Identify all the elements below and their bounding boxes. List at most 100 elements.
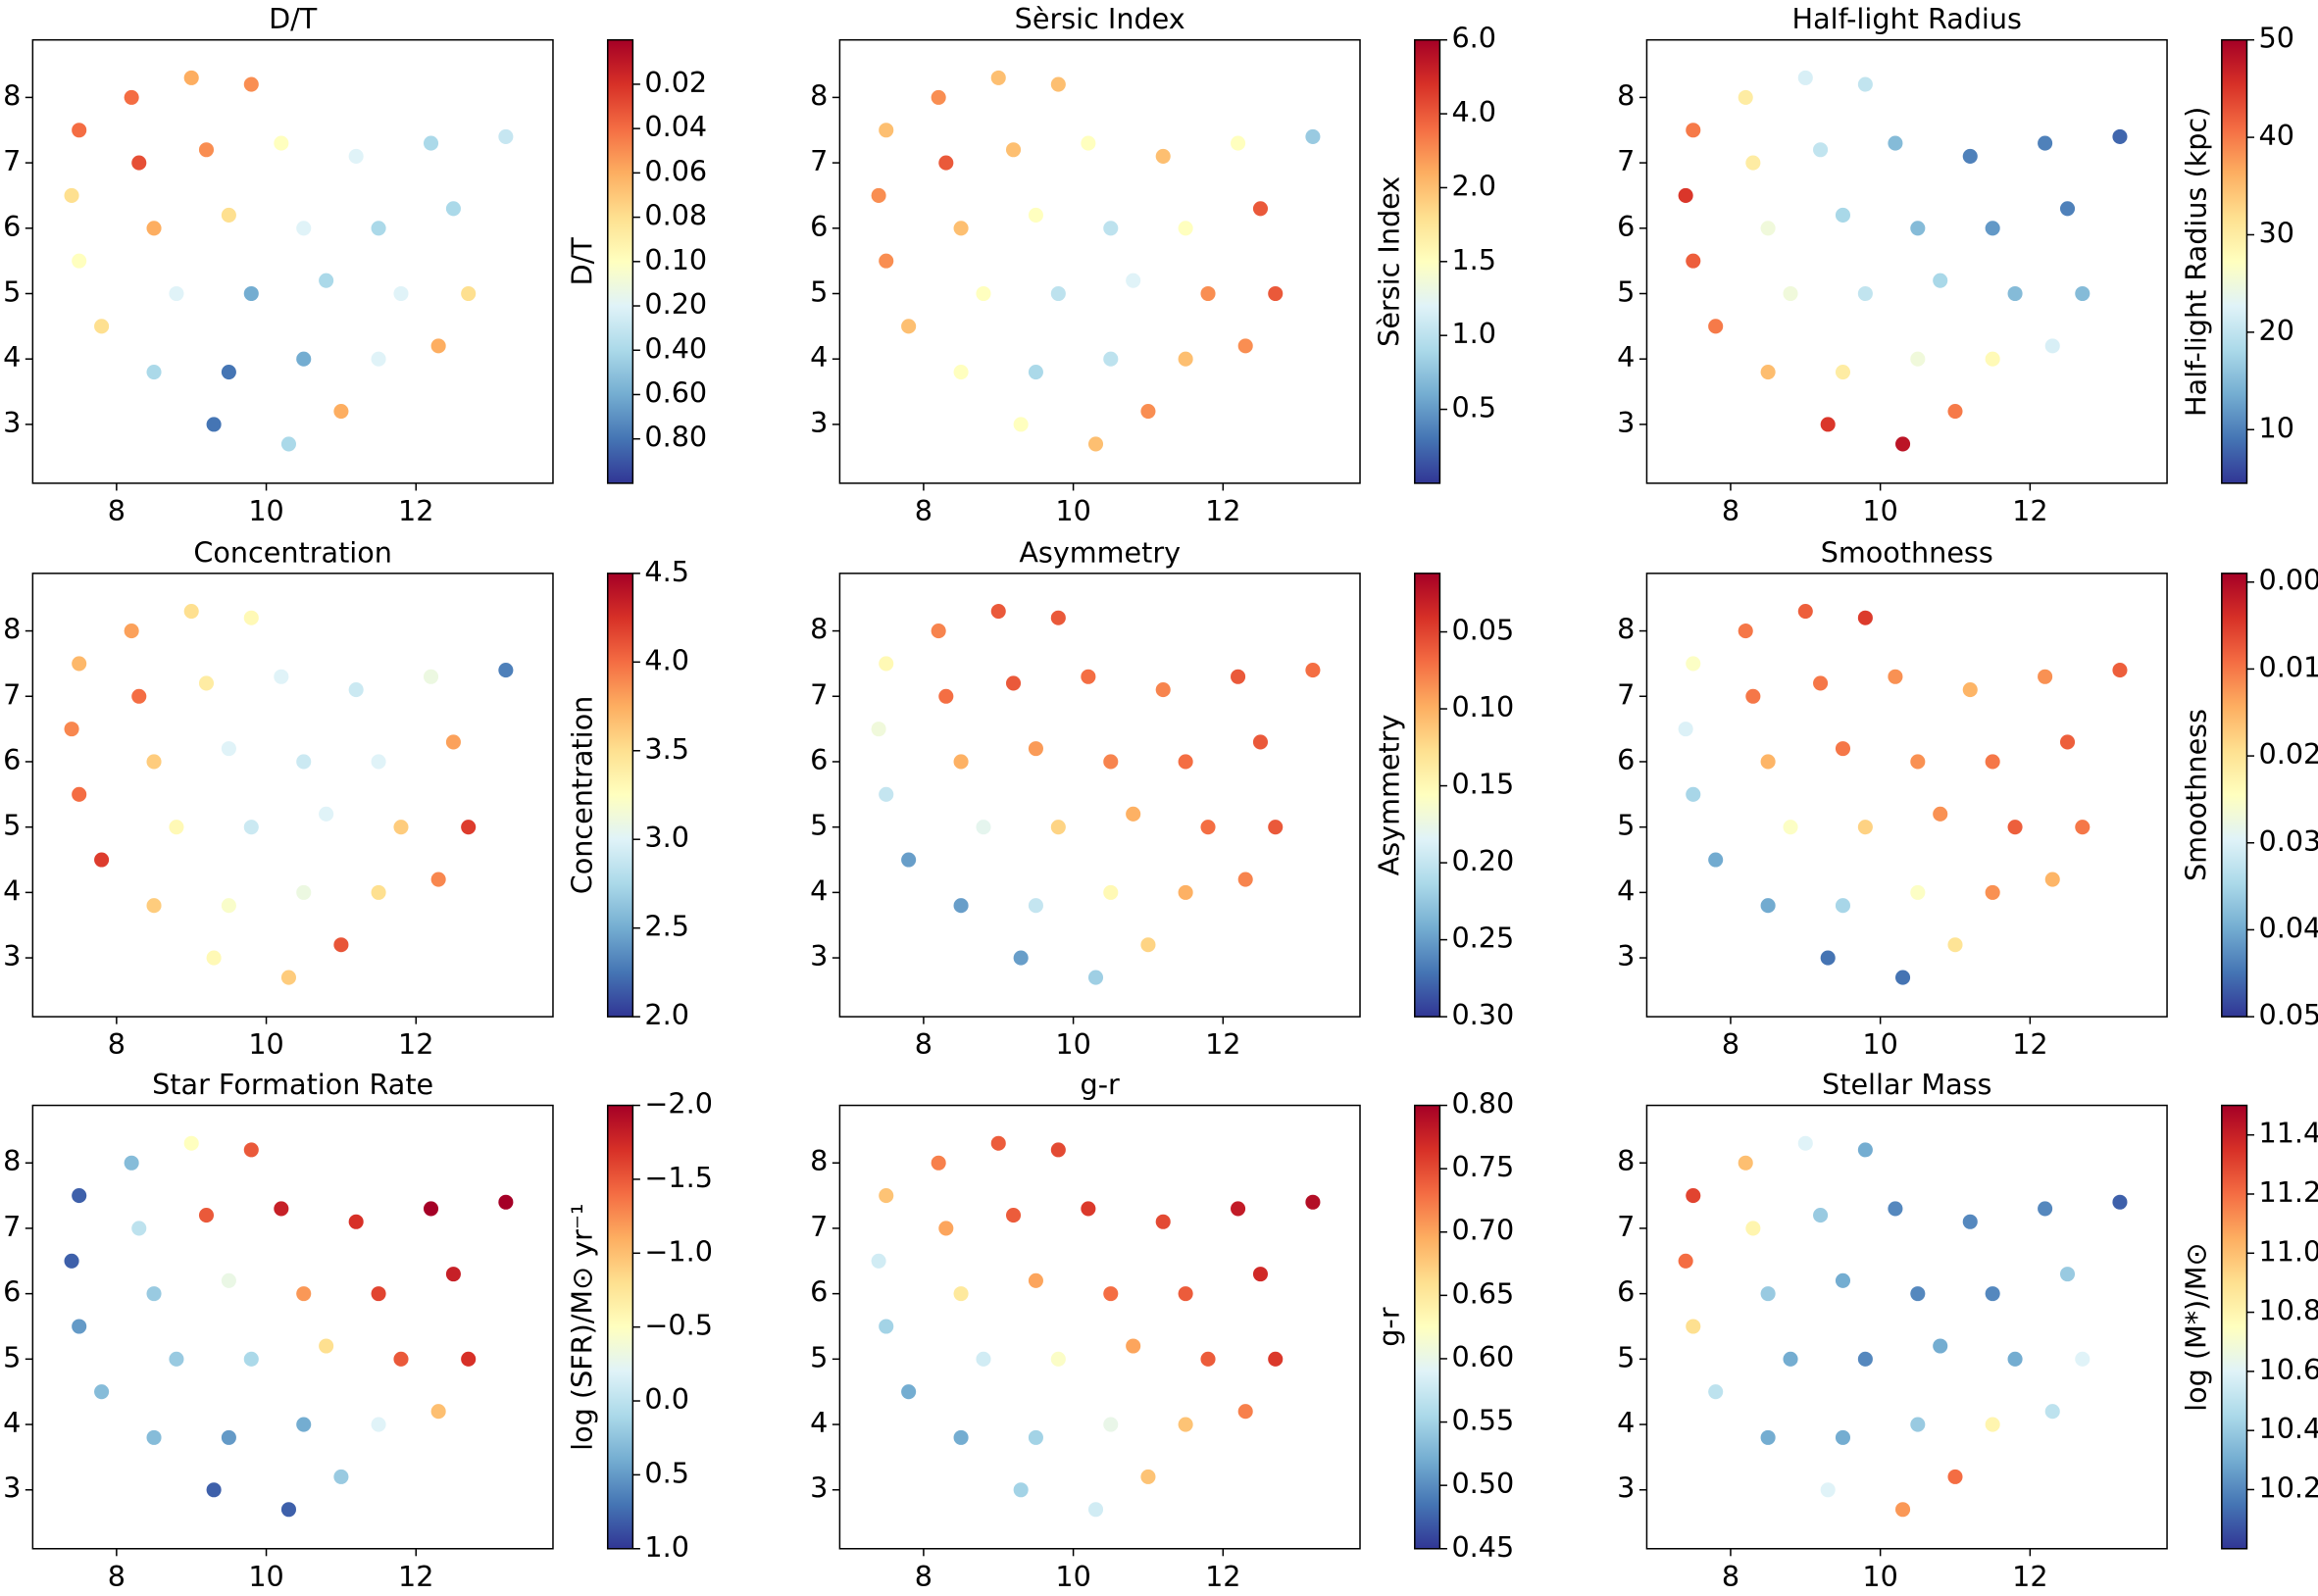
colorbar-tick-label: 0.45: [1451, 1530, 1514, 1564]
colorbar-tick-label: 0.01: [2259, 650, 2318, 683]
scatter-point: [1985, 221, 2000, 236]
scatter-point: [296, 221, 312, 236]
scatter-point: [1200, 1351, 1216, 1367]
colorbar-tick-label: 10.4: [2259, 1412, 2318, 1445]
panel-title: Sèrsic Index: [1015, 2, 1185, 35]
colorbar-tick-label: 10.8: [2259, 1294, 2318, 1327]
colorbar-tick-label: 0.02: [2259, 737, 2318, 771]
scatter-point: [953, 1429, 969, 1445]
scatter-point: [1237, 338, 1253, 354]
scatter-point: [901, 319, 917, 334]
scatter-point: [274, 1201, 289, 1217]
scatter-point: [1126, 273, 1141, 288]
scatter-point: [94, 1384, 110, 1400]
scatter-point: [1678, 1253, 1693, 1269]
y-tick-label: 5: [1617, 274, 1635, 308]
scatter-point: [131, 688, 147, 704]
scatter-point: [1895, 970, 1911, 985]
scatter-point: [1738, 1155, 1753, 1171]
scatter-point: [1178, 221, 1193, 236]
scatter-point: [206, 950, 222, 966]
y-tick-label: 6: [810, 1275, 828, 1309]
colorbar-tick-label: 0.10: [1451, 690, 1514, 723]
scatter-point: [1028, 898, 1043, 914]
scatter-point: [146, 1286, 162, 1302]
scatter-point: [2007, 820, 2023, 835]
colorbar-tick-label: 0.5: [1451, 391, 1496, 424]
y-tick-label: 5: [1617, 809, 1635, 842]
scatter-point: [1760, 364, 1776, 380]
scatter-point: [296, 884, 312, 900]
scatter-point: [1013, 417, 1029, 432]
scatter-point: [72, 1319, 87, 1334]
scatter-point: [1050, 1351, 1066, 1367]
scatter-point: [1813, 1208, 1829, 1223]
colorbar-label: g-r: [1373, 1307, 1406, 1346]
colorbar-tick-label: 1.5: [1451, 243, 1496, 276]
scatter-point: [1103, 754, 1119, 770]
scatter-point: [1237, 1404, 1253, 1420]
scatter-point: [1947, 404, 1963, 420]
axes-frame: [838, 38, 1361, 484]
y-tick-label: 6: [1617, 210, 1635, 243]
scatter-point: [1103, 1417, 1119, 1432]
x-tick-label: 10: [248, 1027, 283, 1061]
colorbar-tick-label: 6.0: [1451, 22, 1496, 55]
scatter-point: [1708, 1384, 1724, 1400]
scatter-point: [1305, 663, 1321, 678]
scatter-point: [1895, 436, 1911, 452]
scatter-point: [1268, 1351, 1284, 1367]
x-tick-label: 12: [1205, 494, 1240, 527]
scatter-point: [1888, 135, 1903, 151]
scatter-point: [1050, 820, 1066, 835]
scatter-point: [198, 675, 215, 691]
scatter-point: [1178, 1286, 1193, 1302]
scatter-point: [206, 1482, 222, 1498]
scatter-point: [146, 754, 162, 770]
scatter-point: [371, 1417, 386, 1432]
scatter-point: [1268, 285, 1284, 302]
x-tick-label: 10: [248, 1560, 283, 1593]
y-tick-label: 6: [810, 743, 828, 776]
scatter-point: [1028, 741, 1043, 757]
y-tick-label: 4: [1617, 340, 1635, 374]
scatter-point: [1745, 1221, 1761, 1236]
colorbar: [606, 573, 634, 1018]
x-tick-label: 8: [108, 1560, 126, 1593]
y-tick-label: 3: [1617, 1471, 1635, 1505]
colorbar-tick-label: 0.75: [1451, 1150, 1514, 1183]
scatter-point: [1081, 1201, 1096, 1217]
y-tick-label: 8: [810, 78, 828, 112]
scatter-point: [393, 285, 409, 302]
x-tick-label: 12: [398, 1560, 433, 1593]
scatter-point: [64, 187, 79, 203]
scatter-point: [146, 221, 162, 236]
colorbar-tick-label: 0.02: [644, 66, 707, 99]
x-tick-label: 10: [1862, 1027, 1897, 1061]
x-tick-label: 8: [915, 1027, 932, 1061]
scatter-point: [879, 123, 894, 138]
scatter-point: [333, 937, 349, 953]
scatter-point: [931, 89, 946, 105]
scatter-point: [1962, 682, 1978, 698]
y-tick-label: 5: [810, 1340, 828, 1373]
colorbar-label: D/T: [566, 237, 599, 286]
scatter-point: [990, 1135, 1006, 1151]
scatter-point: [990, 70, 1006, 85]
scatter-point: [871, 722, 886, 737]
scatter-point: [1835, 1272, 1851, 1288]
colorbar-tick-label: 30: [2259, 216, 2294, 249]
panel-title: Concentration: [193, 535, 392, 569]
scatter-point: [1140, 404, 1156, 420]
x-tick-label: 10: [1055, 1560, 1090, 1593]
x-tick-label: 8: [1722, 494, 1739, 527]
scatter-point: [430, 872, 446, 887]
scatter-point: [1760, 1286, 1776, 1302]
scatter-point: [124, 89, 139, 105]
scatter-point: [1813, 142, 1829, 158]
colorbar-label: Asymmetry: [1373, 715, 1406, 876]
colorbar-tick-label: 2.0: [644, 998, 689, 1031]
scatter-point: [1103, 884, 1119, 900]
colorbar-tick-label: 0.80: [1451, 1087, 1514, 1121]
scatter-point: [1835, 1429, 1851, 1445]
